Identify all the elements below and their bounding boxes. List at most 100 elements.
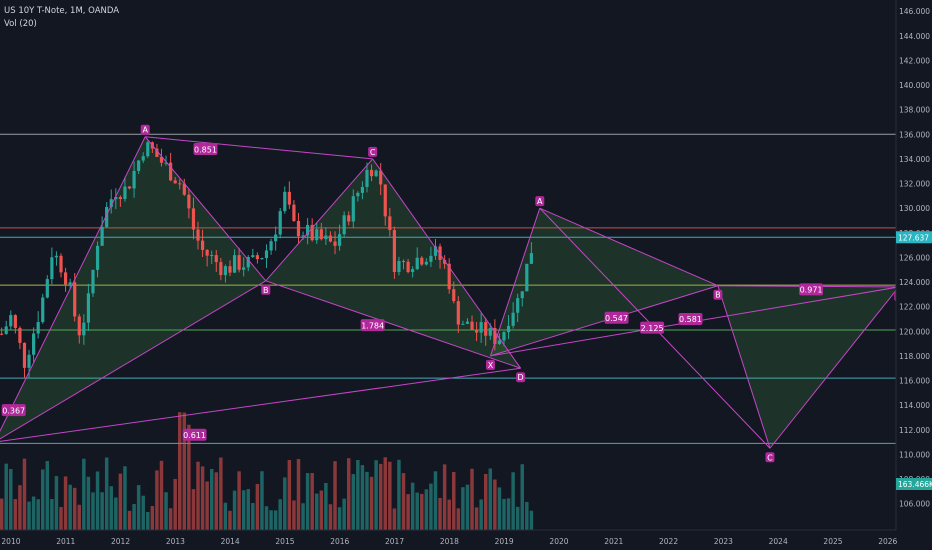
svg-text:0.367: 0.367 — [2, 406, 25, 415]
candle-body — [420, 257, 424, 265]
candle-body — [159, 156, 164, 163]
time-tick-label: 2026 — [878, 537, 897, 546]
price-tick-label: 118.000 — [899, 352, 930, 361]
candle-body — [424, 261, 428, 265]
volume-bar — [82, 458, 86, 530]
volume-bar — [18, 485, 22, 530]
volume-bar — [378, 463, 383, 530]
candle-body — [470, 321, 474, 330]
price-tick-label: 126.000 — [899, 253, 930, 262]
volume-bar — [159, 460, 164, 530]
volume-bar — [0, 498, 4, 530]
pattern-1-bcd-fill — [717, 285, 899, 449]
candle-body — [406, 261, 410, 272]
volume-bar — [502, 498, 506, 530]
volume-bar — [278, 499, 282, 530]
pattern-0-point-d: D — [516, 372, 526, 383]
candle-body — [246, 257, 250, 268]
candle-body — [306, 224, 310, 236]
volume-bar — [356, 460, 360, 530]
candle-body — [54, 255, 59, 258]
volume-bar — [447, 499, 451, 530]
candle-body — [411, 269, 415, 272]
candle-body — [283, 191, 287, 212]
pattern-0-xab-fill — [0, 136, 266, 439]
volume-bar — [146, 511, 150, 530]
candle-body — [269, 241, 273, 251]
volume-bar — [27, 501, 31, 530]
candle-body — [32, 333, 36, 355]
volume-bar — [351, 474, 356, 530]
volume-bar — [109, 486, 113, 530]
pattern-1-line-XB — [490, 285, 719, 357]
candle-body — [0, 333, 4, 335]
pattern-0-point-b: B — [261, 284, 271, 295]
volume-bar — [114, 497, 118, 530]
volume-bar — [315, 493, 319, 530]
volume-bar — [310, 473, 314, 530]
volume-bar — [479, 499, 483, 530]
ratio-label: 2.125 — [640, 321, 665, 334]
price-tick-label: 124.000 — [899, 278, 930, 287]
volume-bar — [22, 458, 27, 530]
volume-bar — [123, 466, 127, 530]
candle-body — [214, 255, 218, 263]
candle-body — [242, 267, 246, 270]
volume-bar — [438, 497, 442, 530]
candle-body — [516, 298, 520, 313]
candle-body — [379, 170, 383, 185]
candle-body — [82, 322, 86, 336]
volume-bar — [296, 458, 301, 530]
candle-body — [219, 262, 223, 276]
candle-body — [315, 229, 319, 241]
volume-bar — [173, 478, 177, 530]
price-tick-label: 132.000 — [899, 180, 930, 189]
candle-body — [474, 329, 479, 333]
pattern-0-line-CD — [372, 158, 522, 369]
volume-bar — [251, 503, 255, 530]
time-tick-label: 2014 — [221, 537, 240, 546]
volume-bar — [127, 510, 132, 530]
volume-bar — [237, 471, 241, 530]
volume-bar — [205, 481, 209, 530]
time-tick-label: 2013 — [166, 537, 185, 546]
candle-body — [337, 234, 342, 246]
volume-bar — [132, 503, 136, 530]
volume-bar — [346, 458, 351, 530]
candle-body — [164, 162, 168, 164]
volume-bar — [383, 457, 387, 530]
candle-body — [232, 255, 237, 273]
volume-bar — [228, 510, 232, 530]
candle-body — [525, 263, 529, 292]
volume-bar — [324, 483, 328, 530]
volume-bar — [461, 487, 465, 530]
candles — [0, 140, 533, 379]
price-tick-label: 120.000 — [899, 327, 930, 336]
candle-body — [506, 325, 511, 333]
price-axis: 146.000 144.000 142.000 140.000 138.000 136.0… — [895, 0, 932, 550]
volume-bar — [420, 493, 424, 530]
volume-bar — [410, 482, 415, 530]
price-tick-label: 112.000 — [899, 426, 930, 435]
volume-bar — [283, 477, 287, 530]
candle-body — [287, 191, 291, 205]
ratio-label: 0.851 — [193, 143, 218, 156]
candle-body — [228, 266, 232, 273]
candle-body — [59, 255, 63, 273]
volume-bar — [292, 500, 296, 530]
candle-body — [45, 279, 49, 298]
volume-bar — [168, 508, 173, 530]
volume-bar — [219, 457, 223, 530]
candle-body — [27, 354, 31, 368]
candle-body — [397, 260, 401, 273]
volume-bar — [31, 496, 36, 530]
candle-body — [127, 186, 132, 189]
price-tick-label: 144.000 — [899, 32, 930, 41]
volume-bar — [497, 487, 502, 530]
volume-bar — [269, 510, 273, 530]
volume-bar — [470, 468, 474, 530]
volume-bar — [255, 483, 260, 530]
volume-bar — [369, 476, 374, 530]
candle-body — [369, 169, 374, 177]
